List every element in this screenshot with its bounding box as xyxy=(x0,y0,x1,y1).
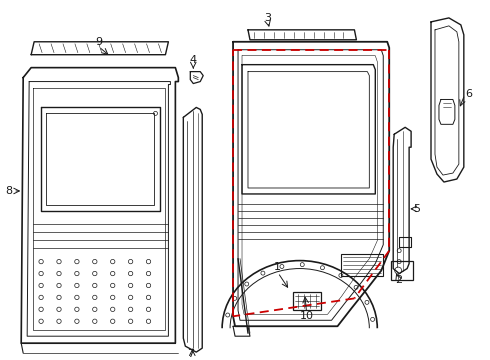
Text: 3: 3 xyxy=(265,13,271,23)
Text: 10: 10 xyxy=(300,311,314,321)
Text: 6: 6 xyxy=(466,90,472,99)
Text: 8: 8 xyxy=(6,186,13,196)
Bar xyxy=(391,261,413,280)
Text: 2: 2 xyxy=(395,275,403,285)
Text: 7: 7 xyxy=(187,349,194,359)
Bar xyxy=(342,254,383,275)
Text: 5: 5 xyxy=(414,204,420,214)
Text: 9: 9 xyxy=(95,37,102,47)
Text: 1: 1 xyxy=(274,262,281,271)
Text: 4: 4 xyxy=(190,55,197,65)
Bar xyxy=(293,292,320,310)
